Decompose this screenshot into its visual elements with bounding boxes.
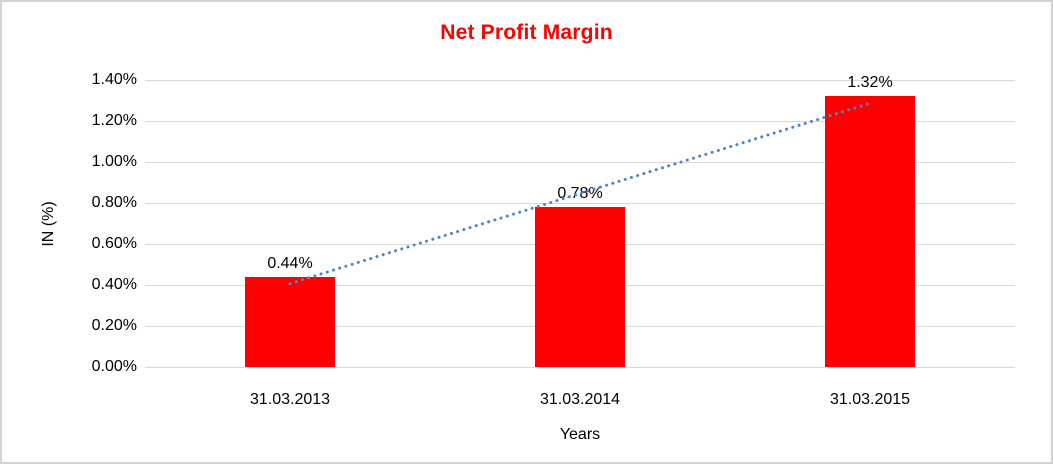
bar-data-label: 1.32%	[847, 74, 893, 92]
x-tick-label: 31.03.2014	[539, 391, 621, 408]
y-tick-label: 0.00%	[91, 358, 137, 375]
x-tick-label: 31.03.2013	[249, 391, 331, 408]
x-axis-title: Years	[559, 426, 601, 443]
chart-title: Net Profit Margin	[440, 21, 613, 44]
bar-31.03.2014	[535, 207, 625, 367]
y-tick-label: 1.40%	[91, 71, 137, 88]
y-tick-label: 0.20%	[91, 317, 137, 334]
y-tick-label: 1.00%	[91, 153, 137, 170]
bar-31.03.2013	[245, 276, 335, 367]
bar-31.03.2015	[825, 96, 915, 367]
gridline	[145, 202, 1015, 204]
bar-data-label: 0.44%	[267, 254, 313, 272]
y-tick-label: 0.80%	[91, 194, 137, 211]
gridline	[145, 161, 1015, 163]
gridline	[145, 366, 1015, 368]
y-tick-label: 0.60%	[91, 235, 137, 252]
x-tick-label: 31.03.2015	[829, 391, 911, 408]
gridline	[145, 79, 1015, 81]
y-tick-label: 1.20%	[91, 112, 137, 129]
gridline	[145, 120, 1015, 122]
trendline	[288, 101, 872, 286]
plot-area: 0.00% 0.20% 0.40% 0.60% 0.80% 1.00% 1.20% 1.40%…	[92, 71, 1015, 408]
y-tick-label: 0.40%	[91, 276, 137, 293]
